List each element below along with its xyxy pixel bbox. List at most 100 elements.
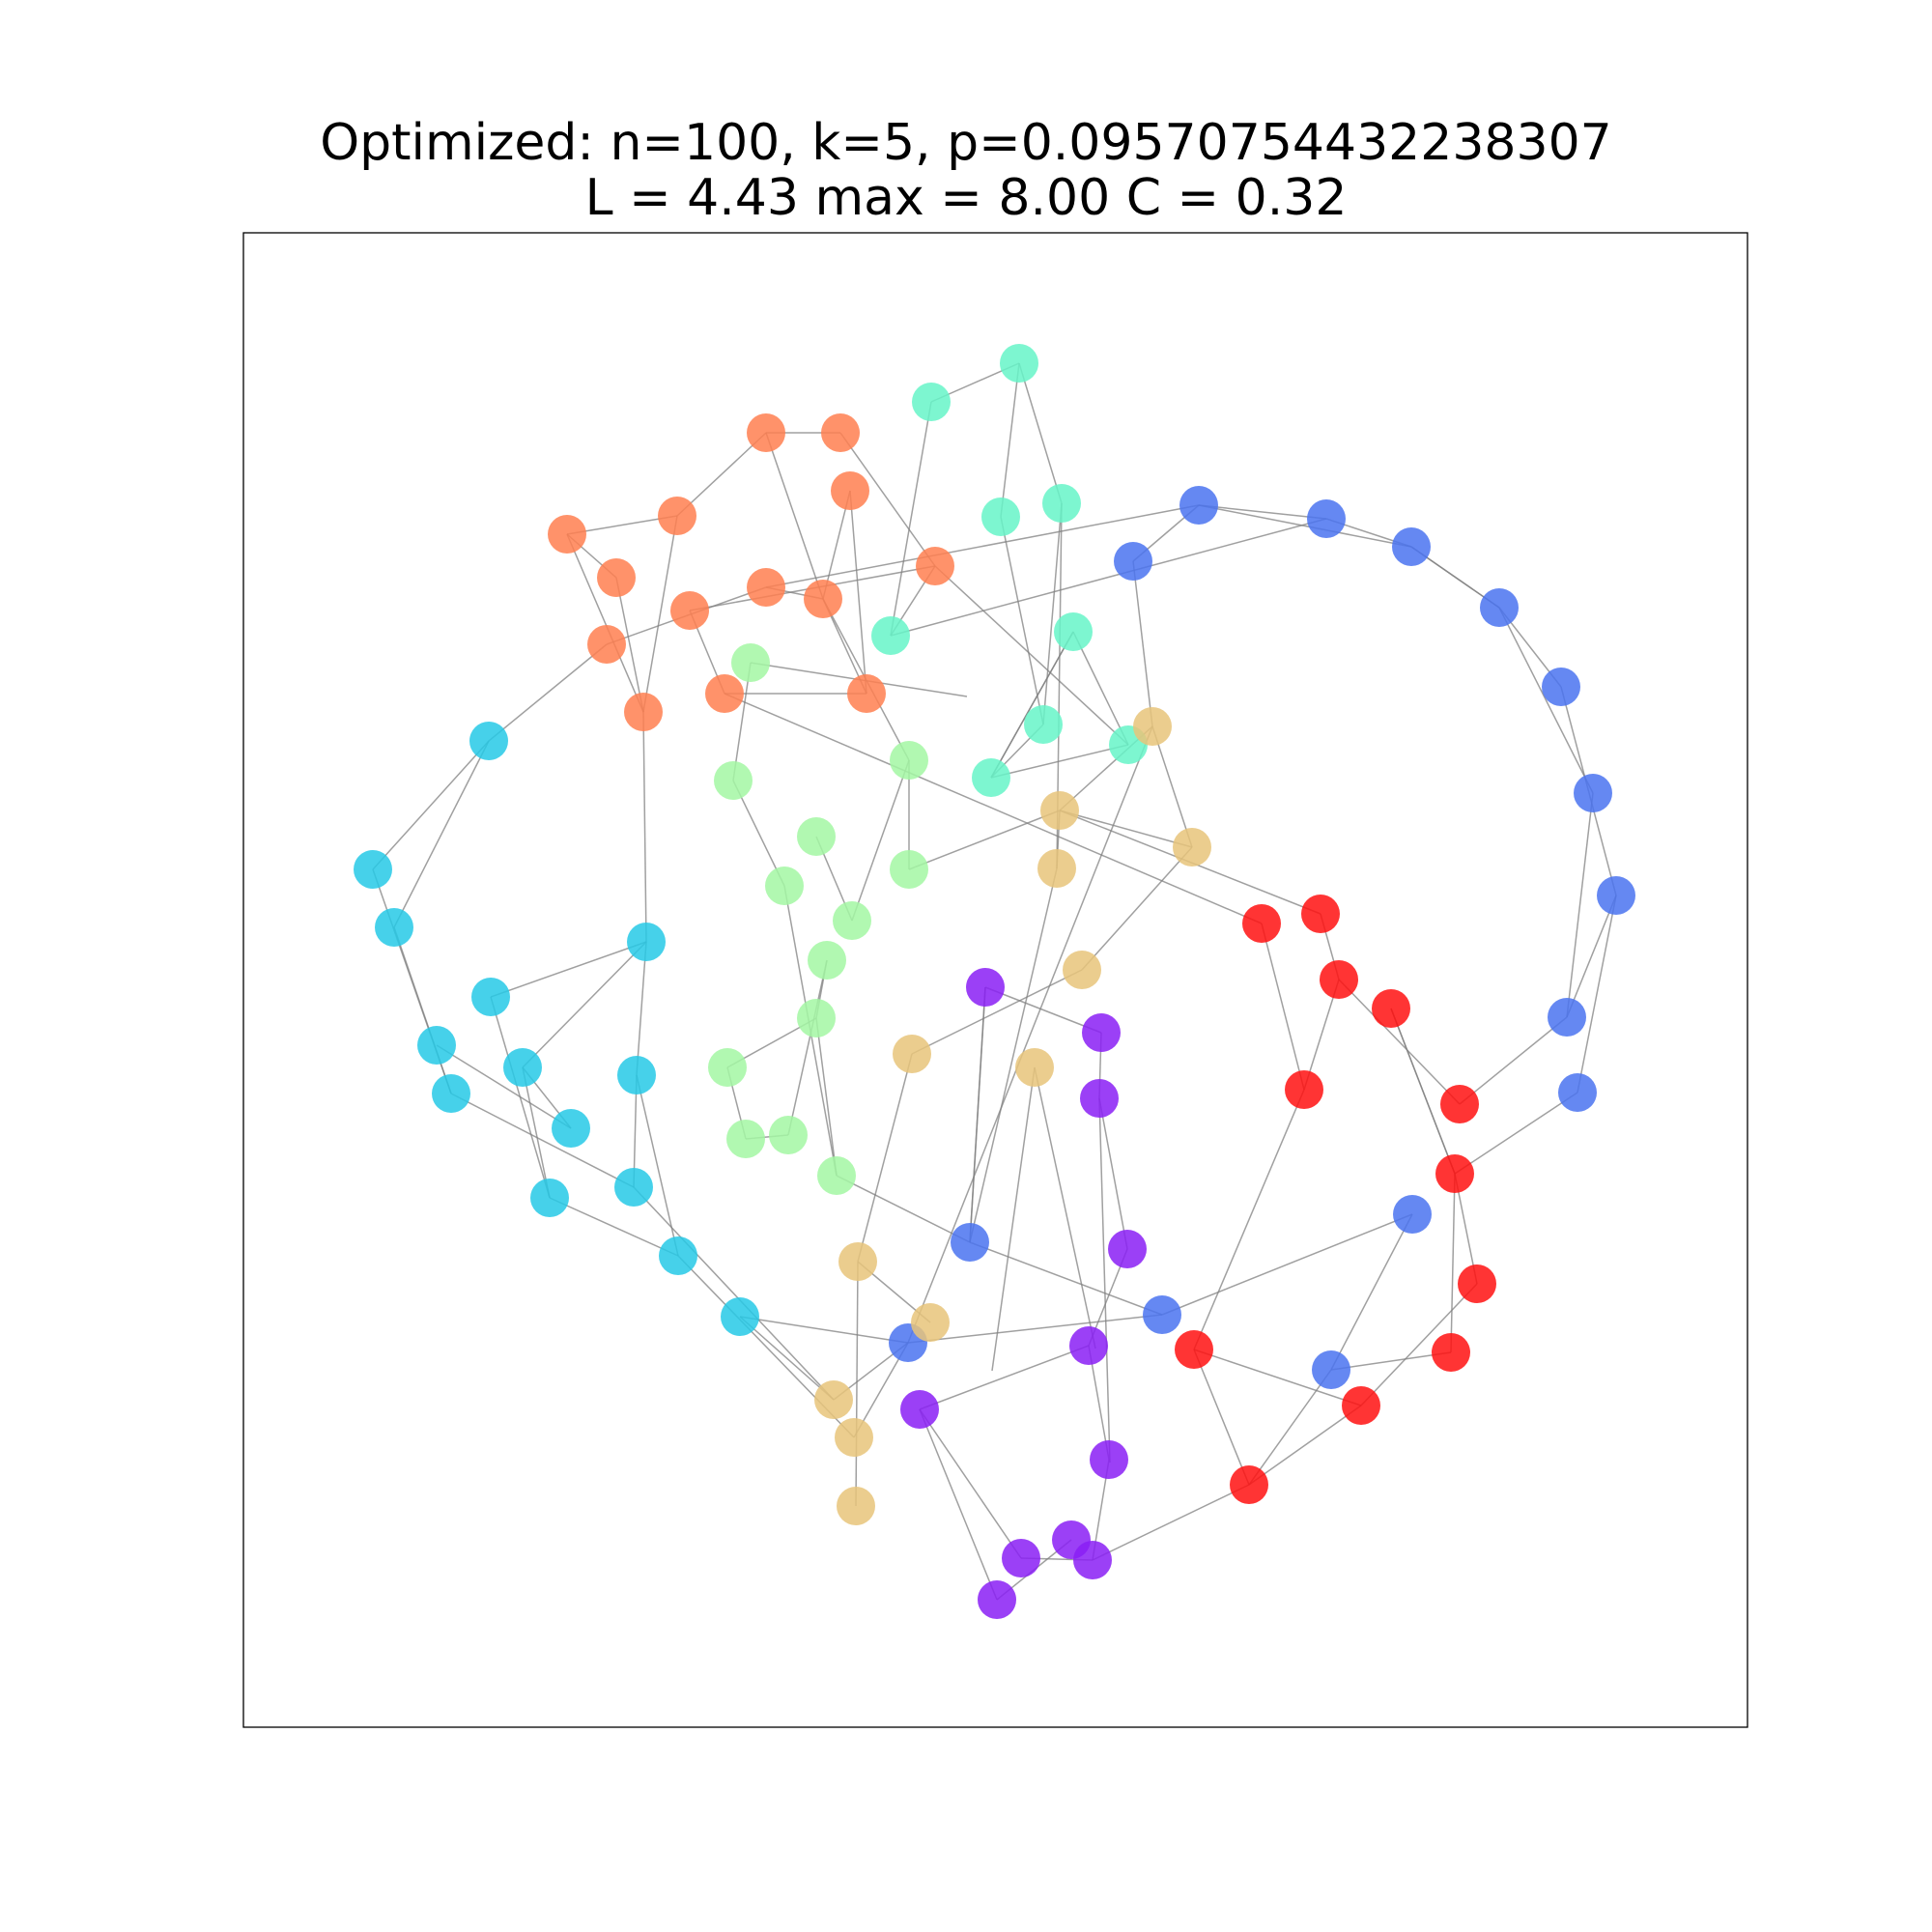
graph-node-purple bbox=[1002, 1539, 1040, 1577]
graph-edge bbox=[815, 1017, 838, 1177]
graph-node-orange bbox=[670, 591, 709, 630]
graph-node-lightgreen bbox=[833, 901, 871, 940]
graph-node-cyan bbox=[530, 1179, 569, 1217]
graph-edge bbox=[1034, 1066, 1096, 1350]
graph-node-orange bbox=[747, 413, 785, 452]
graph-node-cyan bbox=[354, 850, 392, 889]
graph-edge bbox=[488, 643, 608, 742]
graph-node-tan bbox=[911, 1303, 950, 1342]
graph-node-tan bbox=[1063, 951, 1101, 989]
graph-edge bbox=[919, 1408, 1022, 1559]
graph-node-blue bbox=[1392, 527, 1431, 566]
graph-edge bbox=[1081, 846, 1193, 971]
graph-node-red bbox=[1230, 1465, 1268, 1504]
graph-node-cyan bbox=[659, 1236, 697, 1275]
graph-edge bbox=[969, 1241, 1163, 1316]
graph-node-tan bbox=[838, 1242, 877, 1281]
graph-node-tan bbox=[1133, 707, 1172, 746]
graph-edge bbox=[1330, 1351, 1452, 1371]
graph-edge bbox=[1248, 1369, 1332, 1486]
graph-node-tan bbox=[835, 1418, 873, 1457]
graph-node-cyan bbox=[471, 978, 510, 1016]
graph-edge bbox=[1454, 1092, 1578, 1175]
graph-node-cyan bbox=[627, 923, 666, 961]
graph-node-lightgreen bbox=[797, 999, 836, 1037]
graph-node-red bbox=[1320, 960, 1358, 999]
graph-node-purple bbox=[900, 1390, 939, 1429]
graph-node-orange bbox=[548, 515, 586, 554]
graph-node-blue bbox=[1114, 542, 1152, 581]
graph-node-cyan bbox=[552, 1109, 590, 1148]
graph-edge bbox=[851, 759, 910, 922]
graph-node-cyan bbox=[432, 1074, 470, 1113]
graph-edge bbox=[1198, 504, 1327, 520]
graph-edge bbox=[934, 565, 1129, 746]
graph-node-purple bbox=[1082, 1013, 1121, 1052]
graph-edge bbox=[787, 959, 828, 1136]
graph-edge bbox=[1498, 607, 1594, 794]
graph-edge bbox=[1450, 1173, 1456, 1353]
graph-node-blue bbox=[1597, 876, 1635, 915]
graph-edge bbox=[1193, 1349, 1250, 1486]
graph-node-teal bbox=[912, 383, 951, 421]
graph-node-red bbox=[1285, 1070, 1323, 1109]
graph-node-lightgreen bbox=[731, 643, 770, 682]
graph-edge bbox=[633, 1186, 835, 1401]
graph-node-cyan bbox=[375, 908, 413, 947]
graph-node-tan bbox=[893, 1035, 931, 1073]
graph-node-lightgreen bbox=[769, 1116, 808, 1154]
graph-edge bbox=[1390, 1008, 1456, 1175]
graph-node-lightgreen bbox=[797, 817, 836, 856]
graph-node-orange bbox=[705, 674, 744, 713]
graph-edge bbox=[1072, 631, 1129, 746]
graph-node-purple bbox=[1069, 1326, 1108, 1365]
graph-edge bbox=[908, 810, 1061, 870]
graph-node-lightgreen bbox=[817, 1156, 856, 1195]
graph-edge bbox=[1198, 504, 1412, 548]
graph-node-red bbox=[1175, 1330, 1213, 1369]
graph-node-blue bbox=[1307, 499, 1346, 538]
graph-edge bbox=[919, 1408, 998, 1601]
graph-node-red bbox=[1432, 1333, 1470, 1372]
graph-node-lightgreen bbox=[765, 867, 804, 905]
graph-node-purple bbox=[1080, 1079, 1119, 1118]
graph-node-lightgreen bbox=[890, 850, 928, 889]
graph-edge bbox=[393, 740, 490, 928]
graph-node-blue bbox=[1393, 1195, 1432, 1234]
graph-node-red bbox=[1372, 989, 1410, 1028]
graph-edge bbox=[1059, 810, 1193, 848]
graph-node-blue bbox=[1143, 1295, 1181, 1334]
graph-node-tan bbox=[1173, 828, 1211, 867]
graph-edge bbox=[1261, 923, 1305, 1091]
graph-node-orange bbox=[624, 693, 663, 731]
graph-edge bbox=[642, 711, 647, 943]
graph-edge bbox=[522, 1066, 551, 1199]
graph-node-cyan bbox=[469, 722, 508, 760]
graph-edge bbox=[990, 744, 1129, 779]
graph-edge bbox=[1098, 1097, 1111, 1463]
graph-node-orange bbox=[847, 674, 886, 713]
graph-node-teal bbox=[1000, 344, 1038, 383]
graph-node-orange bbox=[804, 580, 842, 618]
graph-edge bbox=[765, 432, 824, 600]
graph-edge bbox=[990, 631, 1074, 779]
graph-edge bbox=[1161, 1213, 1413, 1316]
graph-node-tan bbox=[814, 1380, 853, 1419]
graph-node-red bbox=[1301, 895, 1340, 933]
graph-node-orange bbox=[916, 547, 954, 585]
graph-edge bbox=[1042, 502, 1063, 725]
graph-node-cyan bbox=[721, 1297, 759, 1336]
graph-node-red bbox=[1458, 1264, 1496, 1303]
graph-edge bbox=[919, 1345, 1090, 1410]
graph-edge bbox=[615, 577, 644, 713]
graph-edge bbox=[1566, 792, 1594, 1018]
chart-title-line-1: Optimized: n=100, k=5, p=0.0957075443223… bbox=[320, 114, 1612, 172]
graph-node-red bbox=[1242, 904, 1281, 943]
graph-edge bbox=[907, 1314, 1163, 1344]
graph-edge bbox=[890, 401, 932, 637]
graph-edge bbox=[857, 1053, 913, 1263]
graph-node-cyan bbox=[417, 1026, 456, 1065]
graph-edge bbox=[890, 518, 1327, 637]
graph-edge bbox=[984, 986, 1102, 1034]
graph-edge bbox=[1330, 1213, 1413, 1371]
